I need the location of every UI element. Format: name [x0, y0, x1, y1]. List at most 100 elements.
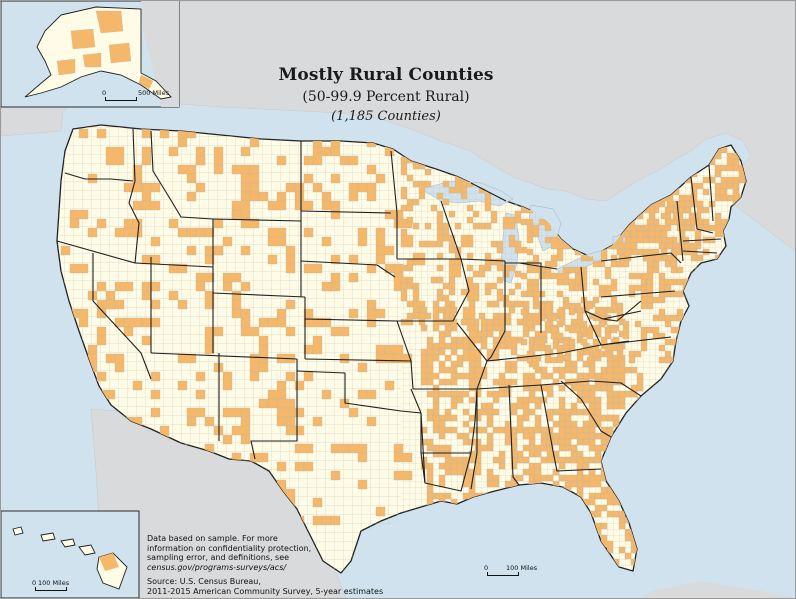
- rural-county: [150, 182, 161, 193]
- rural-county: [420, 354, 428, 362]
- rural-county: [436, 192, 444, 200]
- rural-county: [348, 155, 359, 166]
- rural-county: [486, 402, 494, 410]
- rural-county: [550, 326, 558, 334]
- rural-county: [240, 218, 260, 229]
- rural-county: [462, 420, 470, 428]
- rural-county: [594, 402, 602, 410]
- rural-county: [556, 290, 564, 298]
- rural-county: [610, 326, 618, 334]
- rural-county: [348, 443, 368, 454]
- rural-county: [432, 444, 440, 452]
- alaska-land: [24, 6, 172, 100]
- rural-county: [514, 246, 528, 254]
- rural-county: [546, 456, 560, 464]
- rural-county: [540, 456, 548, 464]
- rural-county: [321, 236, 332, 247]
- rural-county: [454, 258, 462, 266]
- rural-county: [339, 353, 350, 364]
- rural-county: [592, 278, 600, 286]
- rural-county: [550, 314, 558, 322]
- rural-county: [114, 353, 125, 373]
- rural-county: [78, 128, 89, 139]
- rural-county: [432, 492, 446, 500]
- rural-county: [456, 360, 464, 368]
- rural-county: [303, 155, 314, 166]
- rural-county: [448, 240, 456, 248]
- rural-county: [606, 402, 614, 410]
- rural-county: [538, 344, 546, 352]
- rural-county: [534, 384, 542, 392]
- rural-county: [240, 191, 251, 202]
- rural-county: [558, 426, 566, 440]
- rural-county: [606, 426, 614, 434]
- rural-county: [438, 390, 446, 398]
- rural-county: [600, 522, 608, 530]
- rural-county: [454, 222, 462, 230]
- rural-county: [658, 200, 666, 208]
- rural-county: [600, 492, 614, 500]
- rural-county: [436, 264, 444, 272]
- rural-county: [195, 371, 206, 382]
- rural-county: [393, 353, 413, 364]
- rural-county: [588, 390, 596, 398]
- rural-county: [504, 366, 512, 374]
- rural-county: [618, 546, 626, 554]
- rural-county: [406, 216, 414, 224]
- rural-county: [222, 407, 242, 418]
- rural-county: [558, 408, 566, 416]
- rural-county: [582, 390, 590, 398]
- rural-county: [502, 222, 516, 230]
- rural-county: [606, 414, 614, 422]
- rural-county: [426, 336, 434, 344]
- rural-county: [484, 252, 492, 260]
- rural-county: [678, 194, 686, 202]
- rural-county: [294, 461, 305, 472]
- rural-county: [498, 342, 506, 350]
- rural-county: [460, 186, 468, 194]
- rural-county: [696, 218, 704, 226]
- rural-county: [492, 426, 506, 434]
- rural-county: [474, 360, 482, 368]
- rural-county: [600, 486, 608, 494]
- rural-county: [580, 284, 588, 292]
- rural-county: [460, 288, 468, 296]
- rural-county: [640, 326, 648, 340]
- rural-county: [564, 378, 572, 386]
- rural-county: [285, 299, 296, 310]
- rural-county: [444, 366, 458, 374]
- rural-county: [556, 356, 564, 364]
- rural-county: [150, 317, 161, 328]
- rural-county: [556, 308, 564, 316]
- border-pa-south: [600, 290, 676, 298]
- rural-county: [574, 302, 582, 310]
- rural-county: [436, 222, 444, 230]
- rural-county: [484, 264, 492, 272]
- rural-county: [588, 384, 596, 392]
- rural-county: [400, 294, 408, 302]
- rural-county: [598, 284, 606, 292]
- rural-county: [462, 492, 470, 500]
- rural-county: [444, 300, 452, 308]
- rural-county: [640, 278, 648, 286]
- rural-county: [522, 468, 530, 476]
- rural-county: [538, 302, 546, 310]
- rural-county: [249, 191, 260, 202]
- rural-county: [240, 281, 251, 292]
- rural-county: [658, 356, 666, 364]
- rural-county: [490, 240, 498, 248]
- rural-county: [646, 284, 654, 292]
- rural-county: [610, 296, 618, 304]
- rural-county: [406, 282, 414, 290]
- rural-county: [177, 164, 197, 175]
- border-va-nc: [600, 336, 672, 346]
- rural-county: [436, 216, 444, 224]
- rural-county: [303, 227, 314, 238]
- rural-county: [498, 318, 506, 326]
- rural-county: [708, 224, 716, 232]
- rural-county: [564, 360, 572, 368]
- rural-county: [444, 414, 452, 422]
- rural-county: [564, 480, 572, 488]
- rural-county: [562, 302, 570, 310]
- rural-county: [249, 452, 269, 463]
